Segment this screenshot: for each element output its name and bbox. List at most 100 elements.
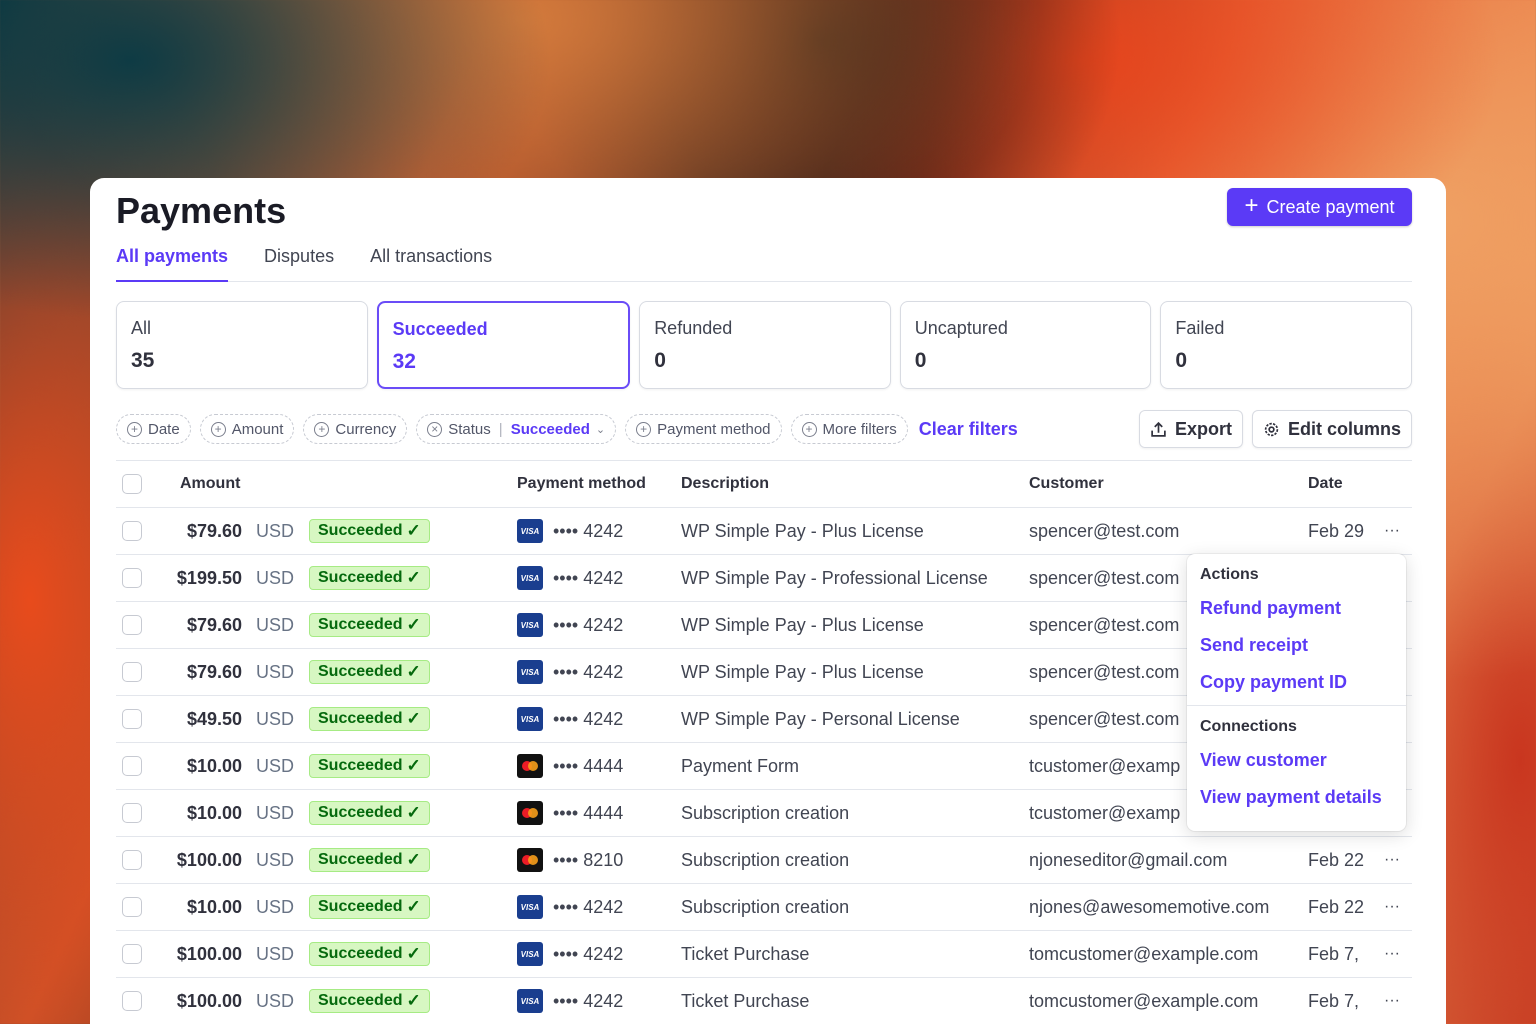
select-all-checkbox[interactable] bbox=[122, 461, 144, 507]
status-card-count: 0 bbox=[654, 349, 666, 372]
row-checkbox[interactable] bbox=[122, 931, 144, 977]
row-customer[interactable]: njones@awesomemotive.com bbox=[1029, 896, 1270, 917]
table-row[interactable]: $10.00 USD Succeeded ✓ VISA •••• 4242 Su… bbox=[116, 884, 1412, 931]
filter-status[interactable]: × Status | Succeeded ⌄ bbox=[416, 414, 617, 444]
header-payment-method[interactable]: Payment method bbox=[517, 475, 646, 492]
status-card-count: 32 bbox=[392, 350, 416, 373]
visa-card-icon: VISA bbox=[517, 519, 543, 543]
status-card-failed[interactable]: Failed 0 bbox=[1160, 301, 1412, 389]
row-customer[interactable]: spencer@test.com bbox=[1029, 567, 1180, 588]
filter-payment-method[interactable]: + Payment method bbox=[625, 414, 782, 444]
more-options-icon[interactable]: ··· bbox=[1384, 992, 1400, 1009]
table-row[interactable]: $79.60 USD Succeeded ✓ VISA •••• 4242 WP… bbox=[116, 508, 1412, 555]
table-row[interactable]: $79.60 USD Succeeded ✓ VISA •••• 4242 WP… bbox=[116, 602, 1412, 649]
card-last4: •••• 4242 bbox=[553, 567, 624, 588]
row-checkbox[interactable] bbox=[122, 696, 144, 742]
more-options-icon[interactable]: ··· bbox=[1384, 522, 1400, 539]
row-date: Feb 29 bbox=[1308, 520, 1364, 541]
export-button[interactable]: Export bbox=[1138, 410, 1243, 448]
row-checkbox[interactable] bbox=[122, 555, 144, 601]
table-row[interactable]: $49.50 USD Succeeded ✓ VISA •••• 4242 WP… bbox=[116, 696, 1412, 743]
status-badge: Succeeded ✓ bbox=[309, 660, 430, 684]
check-icon: ✓ bbox=[406, 662, 421, 681]
filter-more[interactable]: + More filters bbox=[790, 414, 908, 444]
row-checkbox[interactable] bbox=[122, 743, 144, 789]
more-options-icon[interactable]: ··· bbox=[1384, 898, 1400, 915]
table-row[interactable]: $100.00 USD Succeeded ✓ VISA •••• 4242 T… bbox=[116, 978, 1412, 1024]
row-status: Succeeded ✓ bbox=[309, 508, 439, 554]
filter-separator: | bbox=[498, 420, 503, 438]
create-payment-button[interactable]: + Create payment bbox=[1227, 188, 1412, 226]
status-card-label: Refunded bbox=[654, 318, 733, 338]
status-card-refunded[interactable]: Refunded 0 bbox=[639, 301, 891, 389]
status-card-succeeded[interactable]: Succeeded 32 bbox=[376, 301, 631, 389]
header-description[interactable]: Description bbox=[681, 475, 770, 492]
row-customer[interactable]: tcustomer@examp bbox=[1029, 802, 1181, 823]
check-icon: ✓ bbox=[406, 897, 421, 916]
status-badge: Succeeded ✓ bbox=[309, 895, 430, 919]
view-customer-item[interactable]: View customer bbox=[1200, 750, 1327, 770]
status-card-all[interactable]: All 35 bbox=[116, 301, 368, 389]
view-payment-details-item[interactable]: View payment details bbox=[1200, 787, 1382, 807]
row-amount: $49.50 bbox=[186, 708, 242, 729]
status-badge-label: Succeeded bbox=[318, 616, 403, 633]
remove-circle-icon[interactable]: × bbox=[427, 421, 443, 437]
clear-filters-link[interactable]: Clear filters bbox=[918, 418, 1018, 439]
table-row[interactable]: $100.00 USD Succeeded ✓ •••• 8210 Subscr… bbox=[116, 837, 1412, 884]
status-badge: Succeeded ✓ bbox=[309, 566, 430, 590]
export-label: Export bbox=[1174, 418, 1232, 439]
plus-icon: + bbox=[1244, 192, 1259, 219]
filter-amount[interactable]: + Amount bbox=[199, 414, 295, 444]
row-customer[interactable]: tcustomer@examp bbox=[1029, 755, 1181, 776]
row-payment-method: VISA •••• 4242 bbox=[517, 884, 667, 930]
send-receipt-item[interactable]: Send receipt bbox=[1200, 635, 1309, 655]
visa-card-icon: VISA bbox=[517, 942, 543, 966]
tab-disputes[interactable]: Disputes bbox=[264, 246, 335, 266]
table-row[interactable]: $10.00 USD Succeeded ✓ •••• 4444 Payment… bbox=[116, 743, 1412, 790]
filter-bar: + Date + Amount + Currency × Status | Su… bbox=[116, 410, 1412, 448]
row-checkbox[interactable] bbox=[122, 649, 144, 695]
filter-currency[interactable]: + Currency bbox=[303, 414, 408, 444]
row-checkbox[interactable] bbox=[122, 508, 144, 554]
filter-date[interactable]: + Date bbox=[116, 414, 191, 444]
row-checkbox[interactable] bbox=[122, 602, 144, 648]
header-customer[interactable]: Customer bbox=[1029, 475, 1104, 492]
row-customer[interactable]: spencer@test.com bbox=[1029, 708, 1180, 729]
refund-payment-item[interactable]: Refund payment bbox=[1200, 598, 1342, 618]
row-customer[interactable]: tomcustomer@example.com bbox=[1029, 943, 1259, 964]
tabs: All payments Disputes All transactions bbox=[116, 244, 1412, 282]
status-badge: Succeeded ✓ bbox=[309, 942, 430, 966]
copy-payment-id-item[interactable]: Copy payment ID bbox=[1200, 672, 1348, 692]
tab-all-transactions[interactable]: All transactions bbox=[370, 246, 493, 266]
status-card-uncaptured[interactable]: Uncaptured 0 bbox=[899, 301, 1152, 389]
filter-status-value: Succeeded bbox=[510, 420, 590, 438]
card-last4: •••• 4242 bbox=[553, 661, 624, 682]
header-amount[interactable]: Amount bbox=[180, 475, 241, 492]
row-customer[interactable]: spencer@test.com bbox=[1029, 614, 1180, 635]
row-checkbox[interactable] bbox=[122, 978, 144, 1024]
more-options-icon[interactable]: ··· bbox=[1384, 945, 1400, 962]
status-badge: Succeeded ✓ bbox=[309, 754, 430, 778]
add-circle-icon: + bbox=[127, 421, 142, 437]
table-row[interactable]: $100.00 USD Succeeded ✓ VISA •••• 4242 T… bbox=[116, 931, 1412, 978]
visa-card-icon: VISA bbox=[517, 989, 543, 1013]
row-customer[interactable]: spencer@test.com bbox=[1029, 661, 1180, 682]
row-status: Succeeded ✓ bbox=[309, 696, 439, 742]
more-options-icon[interactable]: ··· bbox=[1384, 851, 1400, 868]
table-body: $79.60 USD Succeeded ✓ VISA •••• 4242 WP… bbox=[116, 508, 1412, 1024]
row-checkbox[interactable] bbox=[122, 884, 144, 930]
row-checkbox[interactable] bbox=[122, 790, 144, 836]
row-checkbox[interactable] bbox=[122, 837, 144, 883]
check-icon: ✓ bbox=[406, 803, 421, 822]
status-card-label: Failed bbox=[1175, 318, 1225, 338]
edit-columns-button[interactable]: Edit columns bbox=[1251, 410, 1412, 448]
row-customer[interactable]: tomcustomer@example.com bbox=[1029, 990, 1259, 1011]
header-date[interactable]: Date bbox=[1308, 475, 1343, 492]
table-row[interactable]: $199.50 USD Succeeded ✓ VISA •••• 4242 W… bbox=[116, 555, 1412, 602]
row-customer[interactable]: spencer@test.com bbox=[1029, 520, 1180, 541]
menu-divider bbox=[1187, 705, 1406, 706]
row-customer[interactable]: njoneseditor@gmail.com bbox=[1029, 849, 1228, 870]
table-row[interactable]: $79.60 USD Succeeded ✓ VISA •••• 4242 WP… bbox=[116, 649, 1412, 696]
row-currency: USD bbox=[256, 849, 295, 870]
tab-all-payments[interactable]: All payments bbox=[116, 244, 229, 282]
